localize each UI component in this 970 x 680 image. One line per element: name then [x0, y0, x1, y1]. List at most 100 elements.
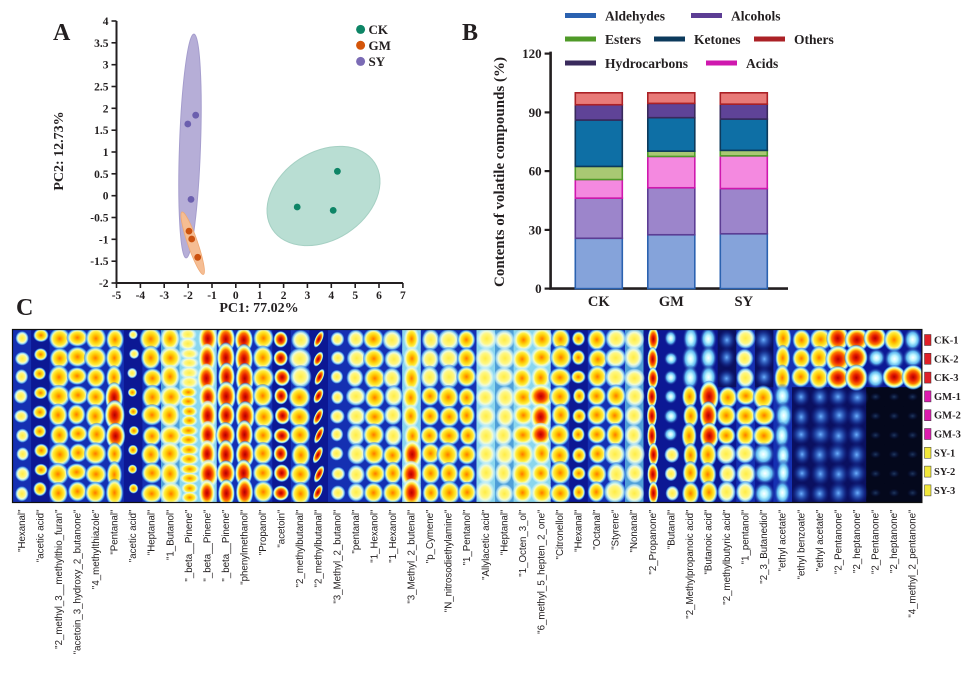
svg-text:3: 3 — [305, 290, 311, 302]
svg-text:"Pentanal": "Pentanal" — [110, 509, 121, 555]
svg-text:"ethyl acetate": "ethyl acetate" — [778, 509, 789, 571]
svg-text:"2_Propanone": "2_Propanone" — [648, 509, 659, 575]
svg-text:GM-2: GM-2 — [934, 411, 961, 422]
svg-text:6: 6 — [376, 290, 382, 302]
svg-text:120: 120 — [522, 46, 542, 61]
svg-text:GM-3: GM-3 — [934, 430, 961, 441]
svg-text:Esters: Esters — [605, 32, 641, 47]
svg-text:4: 4 — [103, 16, 109, 28]
svg-text:CK-3: CK-3 — [934, 373, 959, 384]
svg-text:"_beta__Pinene": "_beta__Pinene" — [221, 509, 232, 582]
svg-text:"2_methylbutyric acid": "2_methylbutyric acid" — [722, 509, 733, 605]
svg-text:"p_Cymene": "p_Cymene" — [425, 509, 436, 563]
svg-text:Aldehydes: Aldehydes — [605, 9, 665, 24]
svg-text:5: 5 — [352, 290, 358, 302]
svg-text:1: 1 — [257, 290, 263, 302]
svg-text:2: 2 — [103, 103, 109, 115]
svg-text:"3_Methyl_2_butanol": "3_Methyl_2_butanol" — [332, 509, 343, 604]
svg-text:"2_Pentanone": "2_Pentanone" — [833, 509, 844, 574]
svg-text:Contents of volatile compounds: Contents of volatile compounds (%) — [492, 57, 508, 287]
svg-text:GM: GM — [659, 294, 684, 310]
svg-text:"phenylmethanol": "phenylmethanol" — [240, 509, 251, 585]
svg-text:"acetic acid": "acetic acid" — [128, 509, 139, 562]
svg-text:CK-1: CK-1 — [934, 336, 959, 347]
svg-text:2: 2 — [281, 290, 287, 302]
svg-text:GM: GM — [369, 38, 391, 53]
svg-text:"2_heptanone": "2_heptanone" — [889, 509, 900, 573]
svg-text:CK: CK — [588, 294, 610, 310]
svg-text:"Hexanal": "Hexanal" — [574, 509, 585, 552]
svg-text:7: 7 — [400, 290, 406, 302]
svg-text:CK: CK — [369, 22, 389, 37]
svg-text:"ethyl acetate": "ethyl acetate" — [815, 509, 826, 571]
svg-text:Hydrocarbons: Hydrocarbons — [605, 56, 688, 71]
svg-text:"acetic acid": "acetic acid" — [35, 509, 46, 562]
svg-text:PC1: 77.02%: PC1: 77.02% — [219, 301, 298, 316]
svg-text:"1_Pentanol": "1_Pentanol" — [462, 509, 473, 565]
svg-text:1.5: 1.5 — [94, 125, 109, 137]
svg-text:"Citronellol": "Citronellol" — [555, 509, 566, 560]
svg-text:"Heptanal": "Heptanal" — [499, 509, 510, 555]
svg-text:"4_methylthiazole": "4_methylthiazole" — [91, 509, 102, 589]
svg-text:1: 1 — [103, 147, 109, 159]
svg-text:A: A — [53, 20, 71, 46]
svg-text:3: 3 — [103, 60, 109, 72]
svg-text:-1: -1 — [99, 234, 109, 246]
svg-text:"N_nitrosodiethylamine": "N_nitrosodiethylamine" — [444, 509, 455, 612]
svg-text:"1_pentanol": "1_pentanol" — [741, 509, 752, 564]
svg-text:"_beta__Pinene": "_beta__Pinene" — [202, 509, 213, 582]
svg-text:"1_Butanol": "1_Butanol" — [165, 509, 176, 560]
svg-text:-5: -5 — [112, 290, 122, 302]
svg-text:"1_Octen_3_ol": "1_Octen_3_ol" — [518, 509, 529, 577]
svg-text:3.5: 3.5 — [94, 38, 109, 50]
svg-text:4: 4 — [328, 290, 334, 302]
svg-text:0: 0 — [103, 191, 109, 203]
svg-text:Others: Others — [794, 32, 834, 47]
svg-text:-0.5: -0.5 — [90, 213, 108, 225]
svg-text:0: 0 — [535, 281, 542, 296]
svg-text:-4: -4 — [136, 290, 146, 302]
svg-text:"2_methylbutanal": "2_methylbutanal" — [295, 509, 306, 588]
svg-text:-2: -2 — [183, 290, 193, 302]
svg-text:CK-2: CK-2 — [934, 354, 959, 365]
svg-text:Alcohols: Alcohols — [731, 9, 781, 24]
svg-text:0: 0 — [233, 290, 239, 302]
svg-text:-1: -1 — [207, 290, 217, 302]
svg-text:2.5: 2.5 — [94, 82, 109, 94]
svg-text:"_beta__Pinene": "_beta__Pinene" — [184, 509, 195, 582]
svg-text:SY: SY — [735, 294, 754, 310]
svg-text:Ketones: Ketones — [694, 32, 741, 47]
svg-text:SY-3: SY-3 — [934, 486, 955, 497]
svg-text:"acetoin": "acetoin" — [277, 509, 288, 548]
svg-text:"1_Hexanol": "1_Hexanol" — [369, 509, 380, 563]
svg-text:"2_methylbutanal": "2_methylbutanal" — [314, 509, 325, 588]
svg-text:-2: -2 — [99, 278, 109, 290]
svg-text:SY: SY — [369, 54, 386, 69]
svg-text:B: B — [462, 20, 478, 46]
svg-text:"ethyl benzoate": "ethyl benzoate" — [796, 509, 807, 579]
svg-text:SY-2: SY-2 — [934, 467, 955, 478]
svg-text:"3_Methyl_2_butenal": "3_Methyl_2_butenal" — [407, 509, 418, 604]
svg-text:-3: -3 — [159, 290, 169, 302]
svg-text:"Propanol": "Propanol" — [258, 509, 269, 555]
svg-text:"2_methyl_3__methylthio_furan": "2_methyl_3__methylthio_furan" — [54, 509, 65, 649]
svg-text:"pentanal": "pentanal" — [351, 509, 362, 554]
svg-text:"Styrene": "Styrene" — [611, 509, 622, 550]
svg-text:"Heptanal": "Heptanal" — [147, 509, 158, 555]
svg-text:30: 30 — [529, 222, 542, 237]
svg-text:"Butanoic acid": "Butanoic acid" — [704, 509, 715, 575]
svg-text:-1.5: -1.5 — [90, 256, 108, 268]
svg-text:"2_heptanone": "2_heptanone" — [852, 509, 863, 573]
svg-text:0.5: 0.5 — [94, 169, 109, 181]
svg-text:"4_methyl_2_pentanone": "4_methyl_2_pentanone" — [908, 509, 919, 618]
svg-text:60: 60 — [529, 164, 542, 179]
svg-text:"Allylacetic acid": "Allylacetic acid" — [481, 509, 492, 580]
svg-text:90: 90 — [529, 105, 542, 120]
svg-text:"1_Hexanol": "1_Hexanol" — [388, 509, 399, 563]
svg-text:PC2: 12.73%: PC2: 12.73% — [52, 111, 67, 190]
svg-text:SY-1: SY-1 — [934, 448, 955, 459]
svg-text:Acids: Acids — [746, 56, 778, 71]
svg-text:C: C — [16, 295, 33, 321]
svg-text:"Hexanal": "Hexanal" — [17, 509, 28, 552]
svg-text:"2_Pentanone": "2_Pentanone" — [871, 509, 882, 574]
